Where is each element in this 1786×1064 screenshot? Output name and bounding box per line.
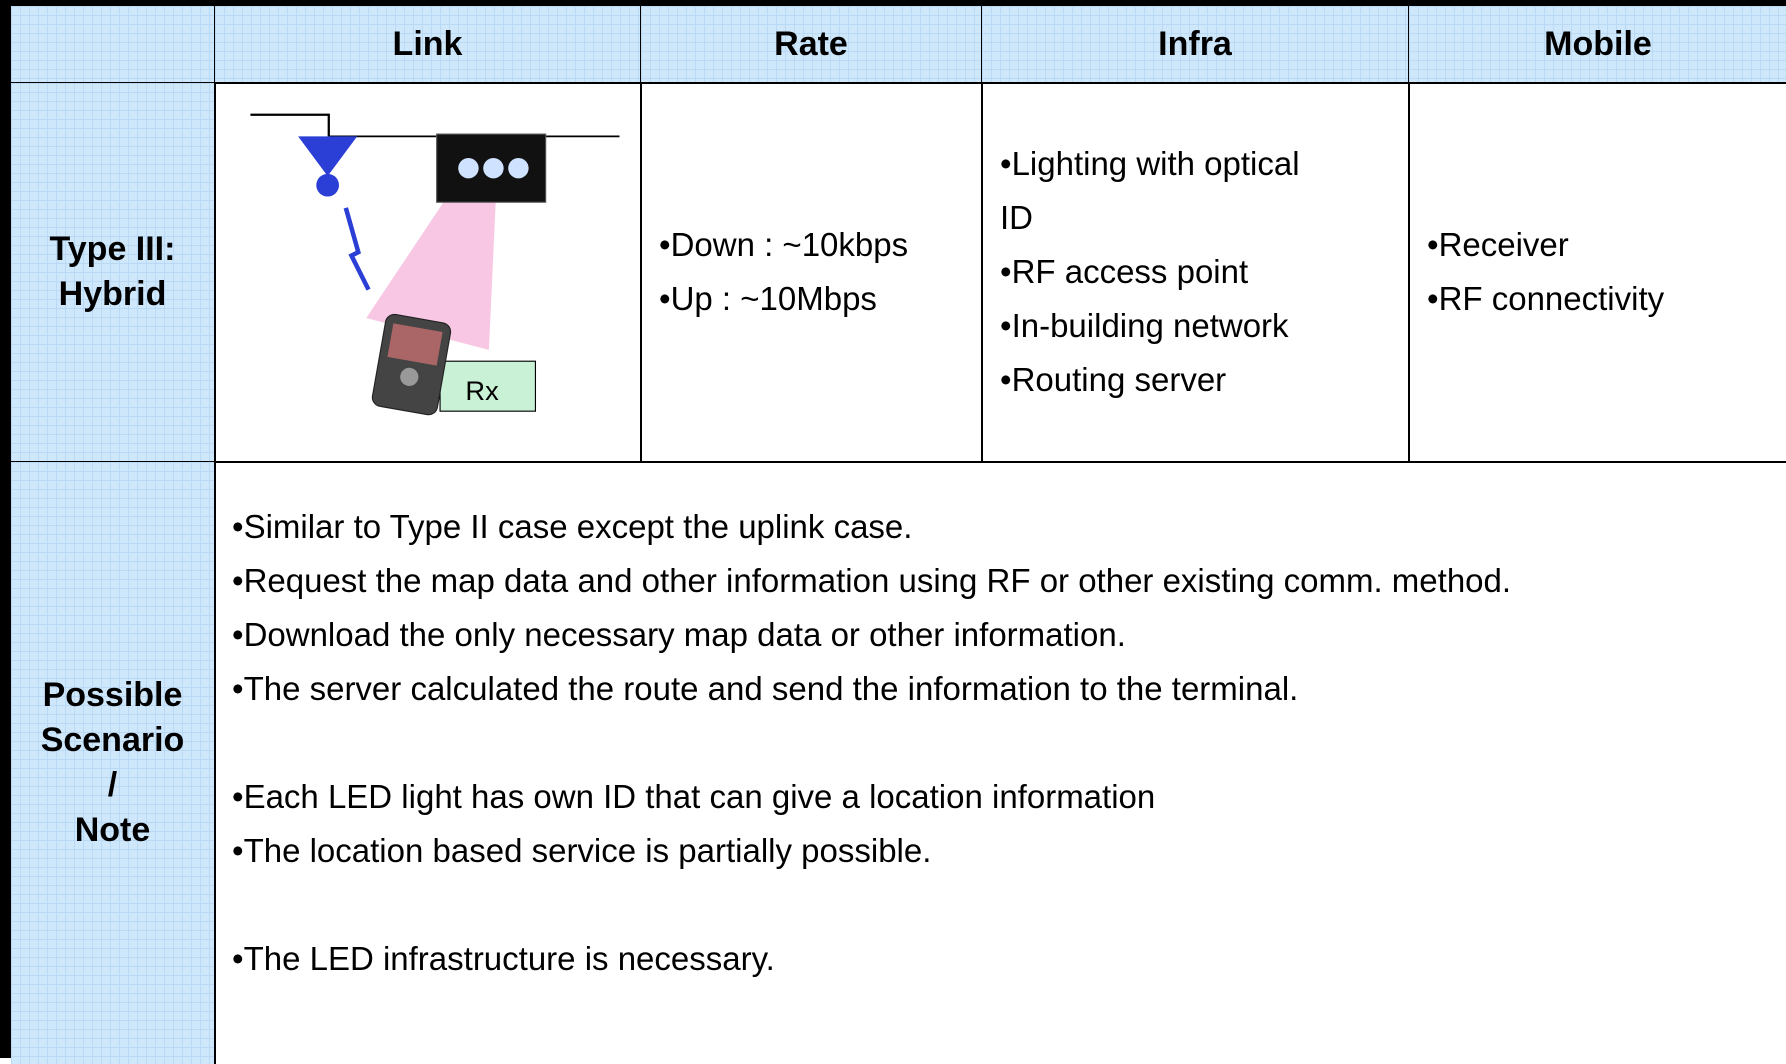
note-item: The LED infrastructure is necessary.: [232, 932, 1786, 986]
led: [458, 157, 479, 179]
led: [483, 157, 504, 179]
note-item: Each LED light has own ID that can give …: [232, 770, 1786, 824]
phone-button: [400, 367, 419, 386]
phone: [371, 313, 452, 416]
row-label-line: Hybrid: [58, 275, 167, 313]
note-item: Similar to Type II case except the uplin…: [232, 500, 1786, 554]
rx-box: [439, 360, 537, 412]
infra-item: Routing server: [1000, 353, 1330, 407]
light-beam: [366, 202, 496, 350]
rate-cell: Down : ~10kbpsUp : ~10Mbps: [641, 83, 983, 463]
mobile-item: RF connectivity: [1427, 272, 1665, 326]
link-diagram: Rx: [250, 113, 620, 416]
rate-item: Down : ~10kbps: [659, 218, 909, 272]
note-group: Similar to Type II case except the uplin…: [232, 500, 1786, 716]
infra-item: RF access point: [1000, 245, 1330, 299]
mobile-cell: ReceiverRF connectivity: [1409, 83, 1786, 463]
link-cell: Rx: [215, 83, 642, 463]
rx-label: Rx: [465, 375, 499, 406]
note-item: Request the map data and other informati…: [232, 554, 1786, 608]
note-group: Each LED light has own ID that can give …: [232, 770, 1786, 878]
note-item: Download the only necessary map data or …: [232, 608, 1786, 662]
rf-signal: [343, 207, 371, 291]
phone-screen: [387, 323, 443, 366]
row-label-line: Note: [74, 811, 151, 849]
row-label: Type III: Hybrid: [11, 83, 216, 463]
row-label-line: Scenario: [40, 721, 185, 759]
note-item: The server calculated the route and send…: [232, 662, 1786, 716]
row-label-line: Possible: [42, 676, 183, 714]
note-group: The LED infrastructure is necessary.: [232, 932, 1786, 986]
header-cell: Infra: [982, 6, 1410, 84]
infra-cell: Lighting with optical IDRF access pointI…: [982, 83, 1410, 463]
antenna: [298, 136, 358, 177]
note-item: The location based service is partially …: [232, 824, 1786, 878]
infra-list: Lighting with optical IDRF access pointI…: [1000, 137, 1330, 407]
corner-cell: [11, 6, 216, 84]
row-label-line: /: [107, 766, 118, 804]
notes-cell: Similar to Type II case except the uplin…: [215, 462, 1786, 1064]
header-cell: Link: [215, 6, 642, 84]
rate-item: Up : ~10Mbps: [659, 272, 908, 326]
mobile-list: ReceiverRF connectivity: [1427, 218, 1665, 326]
antenna-node: [316, 173, 339, 197]
mobile-item: Receiver: [1427, 218, 1664, 272]
infra-item: Lighting with optical ID: [1000, 137, 1330, 245]
wire: [250, 113, 330, 137]
infra-item: In-building network: [1000, 299, 1330, 353]
header-cell: Mobile: [1409, 6, 1786, 84]
led: [508, 157, 529, 179]
row-label-line: Type III:: [49, 230, 176, 268]
header-cell: Rate: [641, 6, 983, 84]
row-label: Possible Scenario / Note: [11, 462, 216, 1064]
rate-list: Down : ~10kbpsUp : ~10Mbps: [659, 218, 909, 326]
